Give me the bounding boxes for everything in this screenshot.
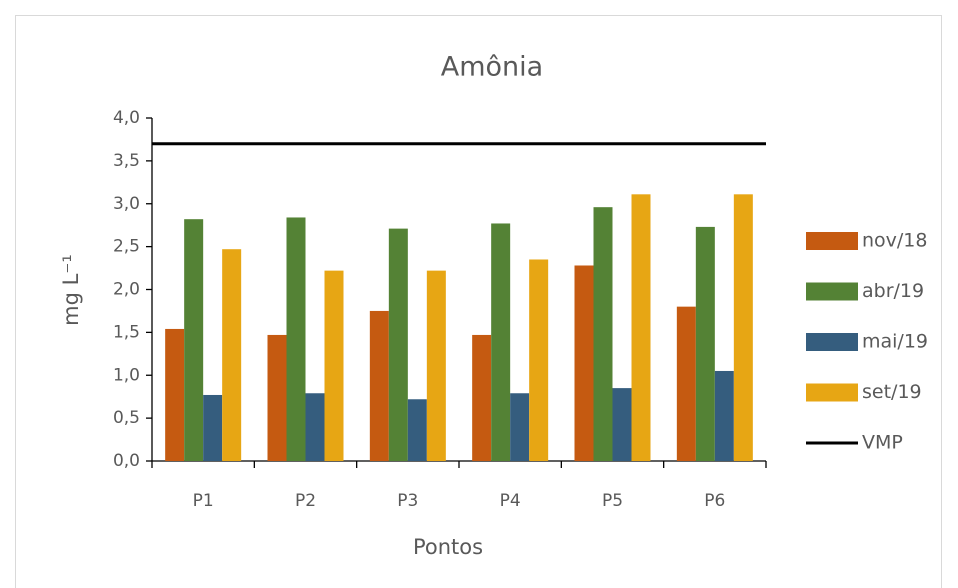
y-axis-title: mg L⁻¹ (59, 254, 83, 326)
legend-label: nov/18 (862, 230, 928, 252)
legend-swatch (806, 383, 858, 402)
bar (267, 334, 287, 461)
bar (529, 259, 549, 461)
bar (695, 226, 715, 461)
x-tick-label: P1 (193, 491, 214, 511)
bar (184, 219, 204, 461)
bar (203, 394, 223, 461)
bar (676, 306, 696, 461)
bar (510, 393, 530, 461)
bar (612, 388, 632, 461)
bar (631, 194, 651, 461)
legend-swatch (806, 333, 858, 351)
bar (426, 270, 446, 461)
legend-swatch (806, 232, 858, 250)
bar (324, 270, 344, 461)
y-tick-label: 4,0 (113, 108, 140, 128)
bar (407, 399, 427, 461)
legend-label: mai/19 (862, 331, 928, 353)
x-tick-label: P5 (602, 491, 623, 511)
y-tick-label: 0,5 (113, 408, 140, 428)
x-axis-title: Pontos (413, 535, 483, 559)
bar (286, 217, 306, 461)
legend-label: set/19 (862, 381, 922, 403)
y-tick-label: 1,0 (113, 365, 140, 385)
bar (593, 207, 613, 461)
x-tick-label: P6 (704, 491, 725, 511)
bar (388, 228, 408, 461)
y-tick-label: 1,5 (113, 322, 140, 342)
x-tick-label: P3 (397, 491, 418, 511)
chart-frame (15, 15, 942, 588)
y-tick-label: 2,0 (113, 280, 140, 300)
y-tick-label: 0,0 (113, 451, 140, 471)
chart-title: Amônia (441, 52, 543, 83)
bar (369, 310, 389, 461)
legend-swatch (806, 282, 858, 301)
y-tick-label: 3,0 (113, 194, 140, 214)
bar (305, 393, 325, 461)
y-tick-label: 2,5 (113, 237, 140, 257)
legend-label: abr/19 (862, 280, 924, 302)
x-tick-label: P4 (500, 491, 521, 511)
x-tick-label: P2 (295, 491, 316, 511)
bar (714, 370, 734, 461)
bar (491, 223, 511, 461)
bar (733, 194, 753, 461)
bar (165, 328, 185, 461)
y-tick-label: 3,5 (113, 151, 140, 171)
bar (574, 265, 594, 461)
bar (222, 249, 242, 461)
bar (472, 334, 492, 461)
legend-label: VMP (862, 432, 903, 454)
